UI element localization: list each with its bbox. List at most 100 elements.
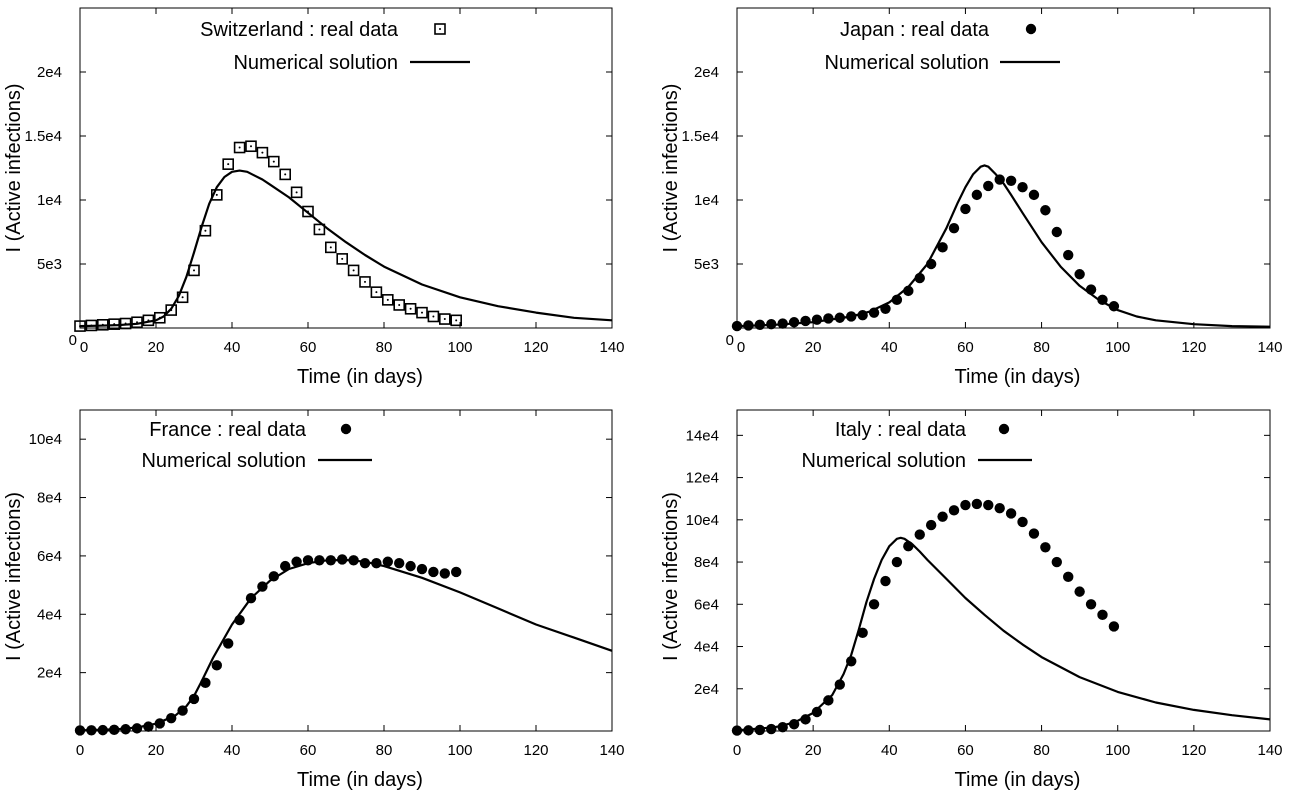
data-point [891,556,903,568]
data-point [1051,556,1063,568]
data-point [245,140,257,153]
numerical-solution-line [79,169,613,328]
y-tick-label: 2e4 [37,64,62,81]
legend-marker-dot [340,423,352,435]
data-point [438,313,451,325]
data-point [450,314,463,327]
data-point-square [324,241,337,254]
y-tick-label: 10e4 [29,431,62,448]
data-point-center [421,311,423,314]
legend-label-numerical: Numerical solution [233,52,398,74]
data-point [313,223,326,236]
data-point [427,310,440,323]
data-point-center [386,298,389,301]
data-point [1005,508,1017,519]
data-point [428,566,439,578]
y-tick-label: 0 [69,332,77,349]
data-point [256,146,269,159]
data-point [359,276,371,288]
x-tick-label: 40 [224,339,241,356]
data-point-center [341,257,344,260]
data-point [857,627,868,638]
x-tick-label: 0 [80,339,88,356]
plot-frame [736,7,1271,329]
legend-label-real-data: Switzerland : real data [200,19,399,41]
x-tick-label: 100 [447,339,472,356]
data-point [211,189,223,201]
data-point [960,203,971,215]
x-axis-label: Time (in days) [297,769,423,791]
data-point-center [204,229,207,232]
y-tick-label: 0 [726,332,734,349]
data-point [1063,249,1074,261]
y-tick-label: 10e4 [686,512,719,529]
data-point-square [233,141,246,154]
data-point [1063,571,1074,583]
data-point [324,241,337,254]
x-tick-label: 20 [805,742,822,759]
legend-label-numerical: Numerical solution [801,450,966,472]
data-point [731,725,743,736]
x-tick-label: 0 [76,742,84,759]
legend-label-real-data: France : real data [149,419,307,441]
data-point-square [279,168,292,181]
data-point-square [438,313,451,325]
data-point-center [215,193,218,196]
x-tick-label: 100 [1105,742,1130,759]
x-tick-label: 20 [148,339,165,356]
data-point [233,141,246,154]
legend: France : real data Numerical solution [141,419,372,472]
data-point [416,306,428,319]
data-point-square [302,205,314,218]
legend-label-numerical: Numerical solution [824,52,989,74]
data-point-center [398,303,401,306]
y-tick-label: 2e4 [694,681,719,698]
y-tick-label: 1e4 [37,192,62,209]
data-point [451,566,462,578]
data-point-square [336,253,349,265]
data-point [983,499,994,511]
numerical-solution-line [79,558,613,732]
x-tick-label: 100 [1105,339,1130,356]
y-tick-label: 1.5e4 [24,128,62,145]
data-point [948,505,960,516]
data-point-center [250,145,252,148]
data-point [788,317,800,328]
data-point-center [193,269,195,272]
data-point-center [238,146,241,149]
data-point-center [272,160,275,163]
x-tick-label: 80 [376,742,393,759]
y-tick-label: 8e4 [694,554,719,571]
data-point-square [313,223,326,236]
data-point [1028,189,1040,201]
y-tick-label: 1.5e4 [681,128,719,145]
data-point-center [375,291,378,294]
plot-frame [79,7,613,329]
data-point [1074,269,1085,280]
data-point-center [409,307,412,310]
data-point-center [181,296,184,299]
data-point-center [284,173,287,176]
data-point-square [427,310,440,323]
data-point [1005,175,1017,186]
data-point [1017,516,1028,528]
data-point-center [443,318,446,321]
data-point [937,511,948,522]
data-point [811,314,823,325]
y-tick-label: 6e4 [694,596,719,613]
data-point-center [352,269,355,272]
x-tick-label: 20 [805,339,822,356]
data-point [754,724,766,736]
x-tick-label: 40 [224,742,241,759]
data-point [222,158,234,170]
x-tick-label: 140 [1257,742,1282,759]
x-tick-label: 140 [1257,339,1282,356]
data-point-square [256,146,269,159]
x-tick-label: 60 [300,742,317,759]
data-point [937,242,948,253]
data-point [439,568,450,579]
x-tick-label: 140 [599,742,624,759]
data-point-center [261,151,264,154]
data-point-square [211,189,223,201]
data-point [1040,205,1051,216]
